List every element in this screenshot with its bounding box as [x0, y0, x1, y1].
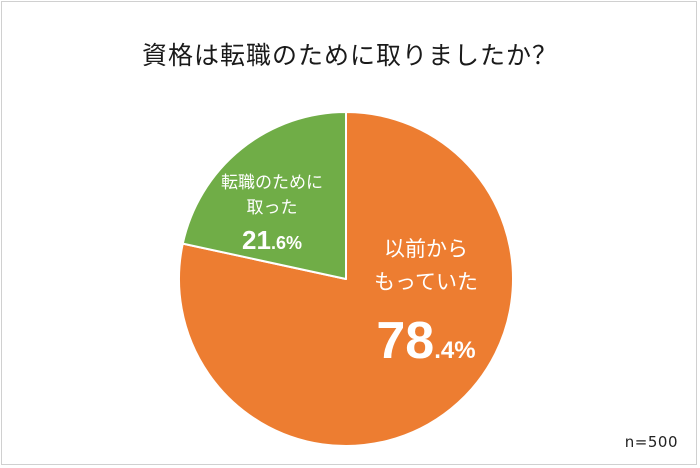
slice-1-value-label: 78.4%: [376, 312, 475, 370]
slice-1-value-decimal: .4%: [434, 337, 475, 364]
sample-size-note: n=500: [624, 433, 678, 451]
slice-2-value-decimal: .6%: [271, 233, 302, 253]
pie-slice-2: [181, 111, 347, 280]
slice-1-label-line-1: 以前から: [384, 237, 468, 261]
slice-2-label-line-1: 転職のために: [221, 173, 323, 193]
slice-2-label-line-2: 取った: [247, 198, 298, 218]
slice-2-value-label: 21.6%: [242, 225, 302, 255]
slice-1-label-line-2: もっていた: [374, 270, 478, 294]
chart-title: 資格は転職のために取りましたか？: [141, 41, 558, 70]
slice-1-value-integer: 78: [376, 312, 434, 370]
slice-2-value-integer: 21: [242, 225, 271, 255]
pie-slices: [178, 111, 514, 447]
